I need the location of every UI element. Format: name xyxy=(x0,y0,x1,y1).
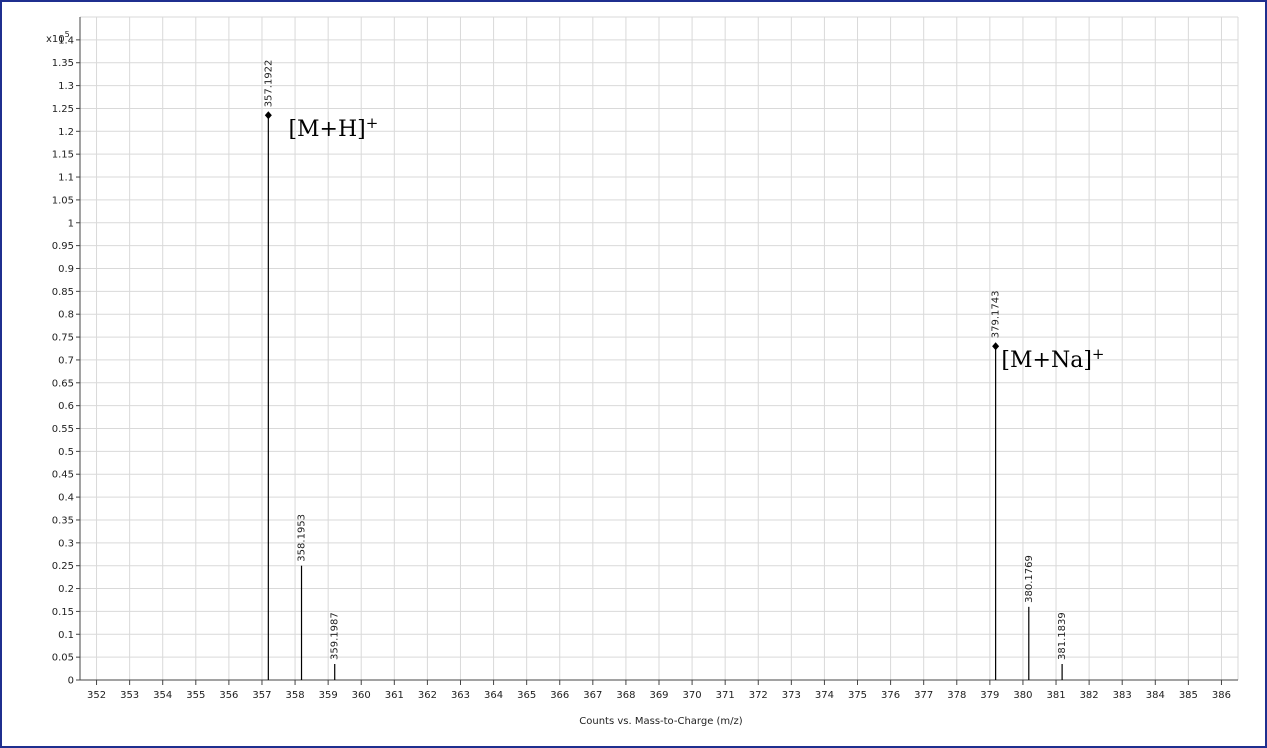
x-tick-label: 386 xyxy=(1212,690,1231,701)
x-tick-label: 355 xyxy=(186,690,205,701)
x-tick-label: 369 xyxy=(649,690,668,701)
x-tick-label: 368 xyxy=(616,690,635,701)
ion-annotation: [M+H]+ xyxy=(288,114,378,142)
peaks xyxy=(264,111,1063,680)
y-tick-label: 0.6 xyxy=(58,401,74,412)
grid xyxy=(80,16,1239,681)
y-tick-label: 0.35 xyxy=(52,515,74,526)
x-tick-label: 367 xyxy=(583,690,602,701)
x-tick-label: 360 xyxy=(352,690,371,701)
x-axis-title: Counts vs. Mass-to-Charge (m/z) xyxy=(579,716,743,727)
ion-annotation-text: [M+Na] xyxy=(1001,348,1092,373)
x-tick-label: 358 xyxy=(286,690,305,701)
peak-label: 359.1987 xyxy=(330,612,341,660)
x-tick-label: 370 xyxy=(683,690,702,701)
y-tick-label: 0.95 xyxy=(52,241,74,252)
x-tick-label: 378 xyxy=(947,690,966,701)
y-tick-label: 0.5 xyxy=(58,447,74,458)
y-tick-label: 1.15 xyxy=(52,150,74,161)
y-tick-label: 1.05 xyxy=(52,195,74,206)
y-tick-label: 1.25 xyxy=(52,104,74,115)
x-tick-label: 364 xyxy=(484,690,503,701)
peak-marker xyxy=(992,342,1000,351)
y-tick-label: 0.15 xyxy=(52,607,74,618)
y-tick-label: 1.3 xyxy=(58,81,74,92)
axes: 0 0.05 0.1 0.15 0.2 0.25 0.3 0.35 0.4 0.45 0.5 0.55… xyxy=(52,17,1238,701)
ion-annotation: [M+Na]+ xyxy=(1001,345,1104,373)
peak-label: 381.1839 xyxy=(1057,612,1068,660)
ion-annotation-charge: + xyxy=(1092,345,1105,363)
x-tick-label: 356 xyxy=(219,690,238,701)
x-tick-label: 385 xyxy=(1179,690,1198,701)
y-tick-label: 0.85 xyxy=(52,287,74,298)
x-tick-label: 381 xyxy=(1046,690,1065,701)
y-tick-label: 0.05 xyxy=(52,653,74,664)
y-tick-label: 0.3 xyxy=(58,538,74,549)
x-tick-label: 353 xyxy=(120,690,139,701)
x-tick-label: 373 xyxy=(782,690,801,701)
x-tick-label: 382 xyxy=(1080,690,1099,701)
y-tick-label: 0.75 xyxy=(52,333,74,344)
ion-annotation-text: [M+H] xyxy=(288,117,365,142)
x-tick-label: 374 xyxy=(815,690,834,701)
y-multiplier-exponent: 5 xyxy=(65,30,70,39)
x-tick-label: 383 xyxy=(1113,690,1132,701)
x-tick-label: 357 xyxy=(252,690,271,701)
x-tick-label: 377 xyxy=(914,690,933,701)
x-tick-label: 375 xyxy=(848,690,867,701)
y-multiplier-base: x10 xyxy=(46,34,65,45)
x-tick-label: 376 xyxy=(881,690,900,701)
x-tick-label: 352 xyxy=(87,690,106,701)
x-tick-label: 379 xyxy=(980,690,999,701)
y-tick-label: 0.1 xyxy=(58,630,74,641)
y-tick-label: 1.1 xyxy=(58,173,74,184)
y-tick-label: 1.35 xyxy=(52,58,74,69)
x-tick-label: 363 xyxy=(451,690,470,701)
y-tick-label: 0.65 xyxy=(52,378,74,389)
y-tick-label: 0.55 xyxy=(52,424,74,435)
x-tick-label: 384 xyxy=(1146,690,1165,701)
x-tick-label: 372 xyxy=(749,690,768,701)
ion-annotation-charge: + xyxy=(366,114,379,132)
y-tick-label: 0.7 xyxy=(58,355,74,366)
y-tick-label: 1.2 xyxy=(58,127,74,138)
y-tick-label: 0.2 xyxy=(58,584,74,595)
x-tick-label: 371 xyxy=(716,690,735,701)
x-tick-label: 354 xyxy=(153,690,172,701)
x-tick-label: 366 xyxy=(550,690,569,701)
y-tick-label: 0.9 xyxy=(58,264,74,275)
y-tick-label: 1.4 xyxy=(58,35,74,46)
x-tick-label: 380 xyxy=(1013,690,1032,701)
y-multiplier: x105 xyxy=(46,30,70,45)
x-tick-label: 362 xyxy=(418,690,437,701)
peak-marker xyxy=(264,111,272,120)
y-tick-label: 0.4 xyxy=(58,493,74,504)
y-tick-label: 0.8 xyxy=(58,310,74,321)
x-tick-label: 359 xyxy=(319,690,338,701)
peak-label: 357.1922 xyxy=(263,60,274,108)
labels: 357.1922 358.1953 359.1987 379.1743 380.1769… xyxy=(263,60,1104,660)
peak-label: 380.1769 xyxy=(1024,555,1035,603)
y-tick-label: 0 xyxy=(68,676,74,687)
peak-label: 358.1953 xyxy=(297,514,308,562)
y-tick-label: 1 xyxy=(68,218,74,229)
x-tick-label: 361 xyxy=(385,690,404,701)
x-tick-label: 365 xyxy=(517,690,536,701)
y-tick-label: 0.45 xyxy=(52,470,74,481)
peak-label: 379.1743 xyxy=(991,290,1002,338)
y-tick-label: 0.25 xyxy=(52,561,74,572)
